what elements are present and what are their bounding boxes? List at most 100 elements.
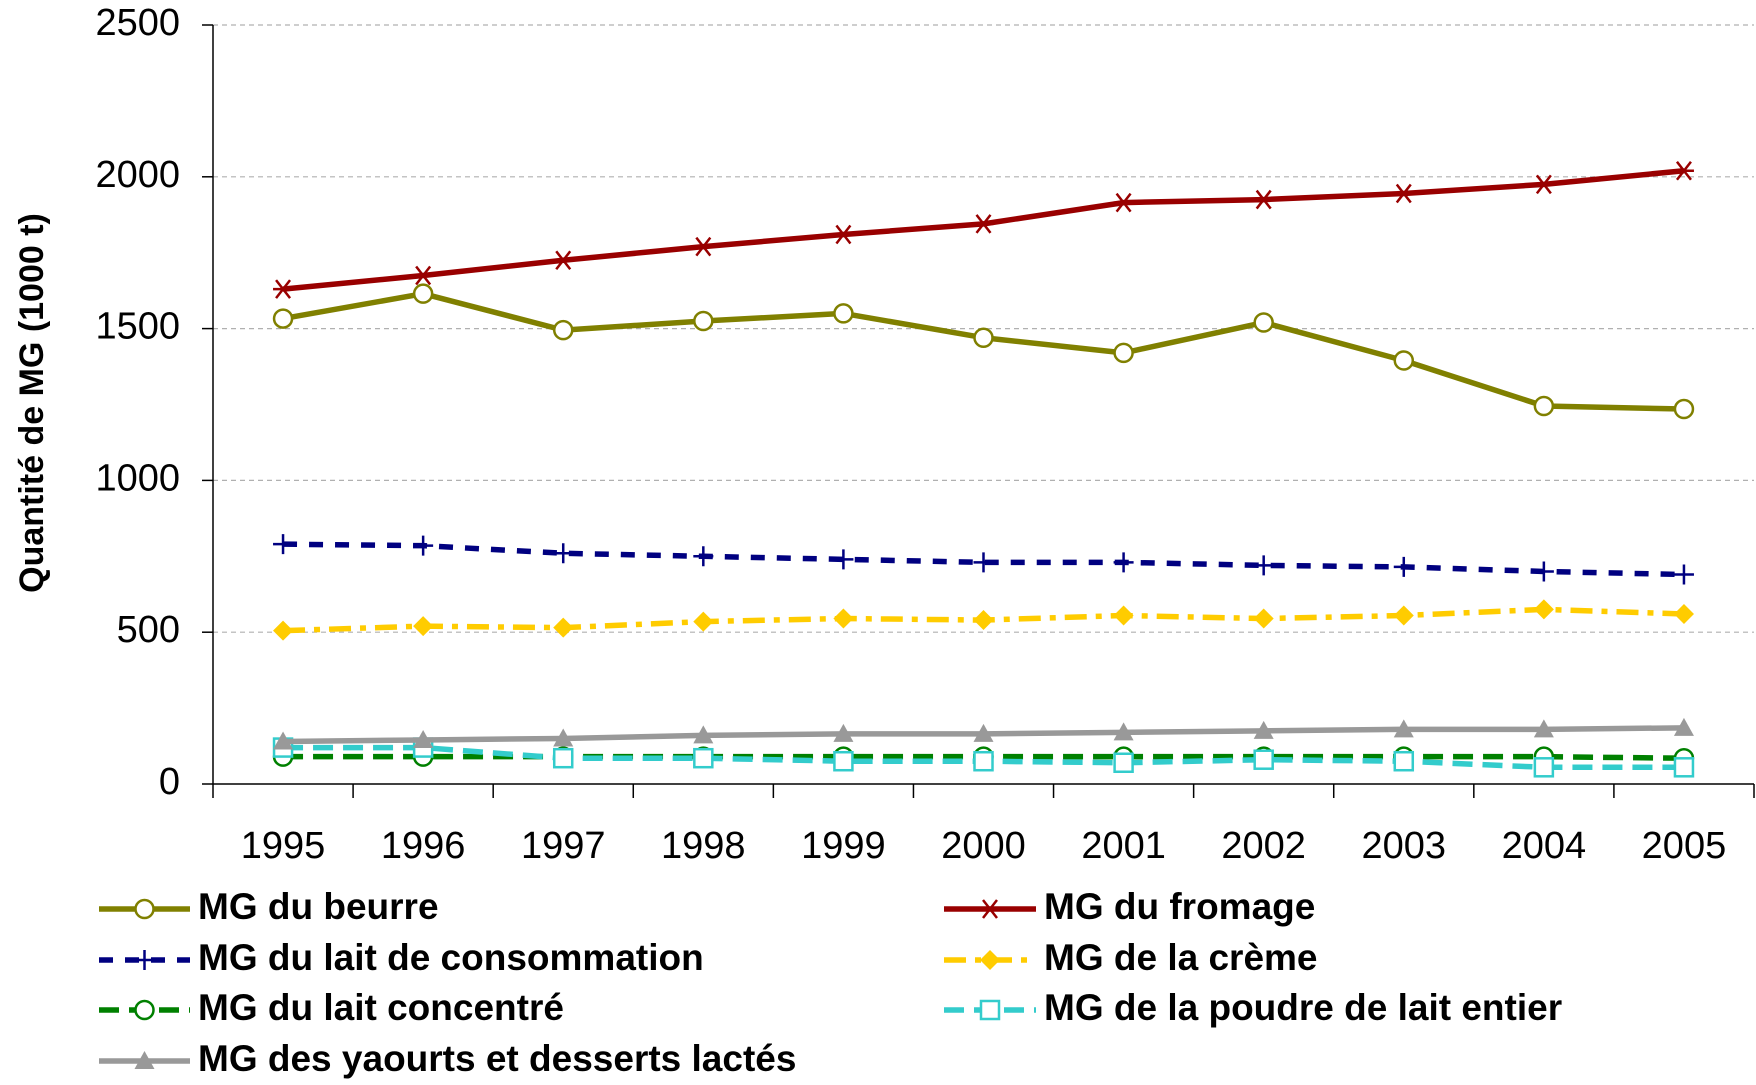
legend-label: MG du lait concentré [198, 987, 564, 1028]
marker [1253, 312, 1274, 333]
marker [1393, 750, 1415, 772]
marker [272, 308, 294, 329]
marker [273, 279, 294, 299]
marker [134, 999, 155, 1021]
marker [1253, 189, 1274, 210]
legend-label: MG du lait de consommation [198, 937, 704, 978]
marker [553, 250, 574, 271]
marker [273, 731, 294, 750]
marker [413, 535, 434, 556]
marker [833, 750, 854, 772]
marker [973, 723, 994, 742]
marker [973, 552, 994, 573]
marker [412, 283, 434, 304]
marker [693, 725, 714, 744]
marker [553, 543, 574, 564]
marker [980, 899, 1000, 919]
marker [413, 729, 434, 748]
series-line [282, 167, 1685, 292]
x-tick-label: 2000 [941, 825, 1026, 867]
marker [973, 214, 994, 234]
marker [413, 616, 434, 637]
marker [273, 534, 294, 555]
legend-label: MG du fromage [1044, 886, 1315, 927]
marker [413, 265, 434, 286]
marker [693, 611, 714, 632]
x-tick-label: 2004 [1502, 825, 1587, 867]
legend-label: MG du beurre [198, 886, 439, 927]
marker [1673, 757, 1695, 778]
marker [1113, 605, 1134, 626]
marker [973, 750, 994, 772]
marker [1533, 561, 1554, 582]
marker [1393, 719, 1414, 738]
marker [1673, 160, 1694, 181]
marker [1393, 350, 1415, 371]
marker [1393, 183, 1414, 204]
marker [833, 608, 854, 629]
marker [1113, 752, 1134, 773]
marker [693, 747, 714, 769]
x-tick-label: 2001 [1081, 825, 1166, 867]
marker [134, 1051, 155, 1069]
marker [1253, 555, 1274, 576]
y-tick-label: 2500 [95, 2, 180, 44]
marker [833, 303, 854, 324]
marker [1533, 395, 1555, 417]
x-tick-label: 2003 [1361, 825, 1446, 867]
marker [552, 747, 574, 769]
y-tick-label: 500 [117, 609, 180, 651]
marker [134, 898, 155, 920]
marker [1673, 398, 1695, 420]
marker [1113, 342, 1134, 364]
marker [1533, 174, 1554, 195]
x-tick-label: 1998 [661, 825, 746, 867]
marker [1253, 720, 1274, 739]
y-axis-label: Quantité de MG (1000 t) [13, 213, 51, 593]
marker [1673, 603, 1694, 624]
x-tick-label: 2002 [1221, 825, 1306, 867]
marker [1533, 719, 1554, 738]
y-tick-label: 2000 [95, 154, 180, 196]
y-tick-label: 0 [159, 761, 180, 803]
marker [979, 999, 1001, 1021]
marker [693, 236, 714, 257]
x-tick-label: 2005 [1642, 825, 1727, 867]
marker [552, 319, 574, 341]
marker [1533, 599, 1554, 620]
marker [973, 327, 994, 348]
marker [693, 546, 714, 567]
marker [1393, 605, 1414, 626]
marker [1393, 556, 1414, 577]
marker [980, 950, 1000, 970]
marker [553, 617, 574, 638]
legend-label: MG de la crème [1044, 937, 1318, 978]
marker [273, 620, 294, 641]
marker [1113, 722, 1134, 741]
marker [1253, 608, 1274, 629]
legend-label: MG des yaourts et desserts lactés [198, 1038, 796, 1079]
marker [1673, 717, 1694, 736]
marker [973, 610, 994, 631]
series-line [282, 290, 1685, 412]
marker [1253, 749, 1274, 770]
marker [1533, 757, 1555, 778]
marker [833, 723, 854, 742]
x-tick-label: 1999 [801, 825, 886, 867]
x-tick-label: 1997 [521, 825, 606, 867]
marker [1113, 552, 1134, 573]
y-tick-label: 1500 [95, 306, 180, 348]
marker [833, 224, 854, 245]
x-tick-label: 1995 [241, 825, 326, 867]
marker [553, 728, 574, 747]
marker [833, 549, 854, 570]
x-tick-label: 1996 [381, 825, 466, 867]
y-tick-label: 1000 [95, 457, 180, 499]
marker [1113, 192, 1134, 213]
marker [693, 310, 714, 332]
legend-label: MG de la poudre de lait entier [1044, 987, 1562, 1028]
marker [134, 950, 155, 970]
marker [1673, 564, 1694, 585]
